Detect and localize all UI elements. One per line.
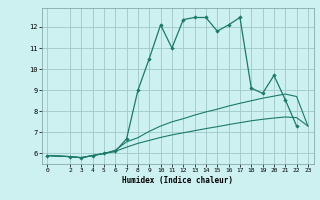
- X-axis label: Humidex (Indice chaleur): Humidex (Indice chaleur): [122, 176, 233, 185]
